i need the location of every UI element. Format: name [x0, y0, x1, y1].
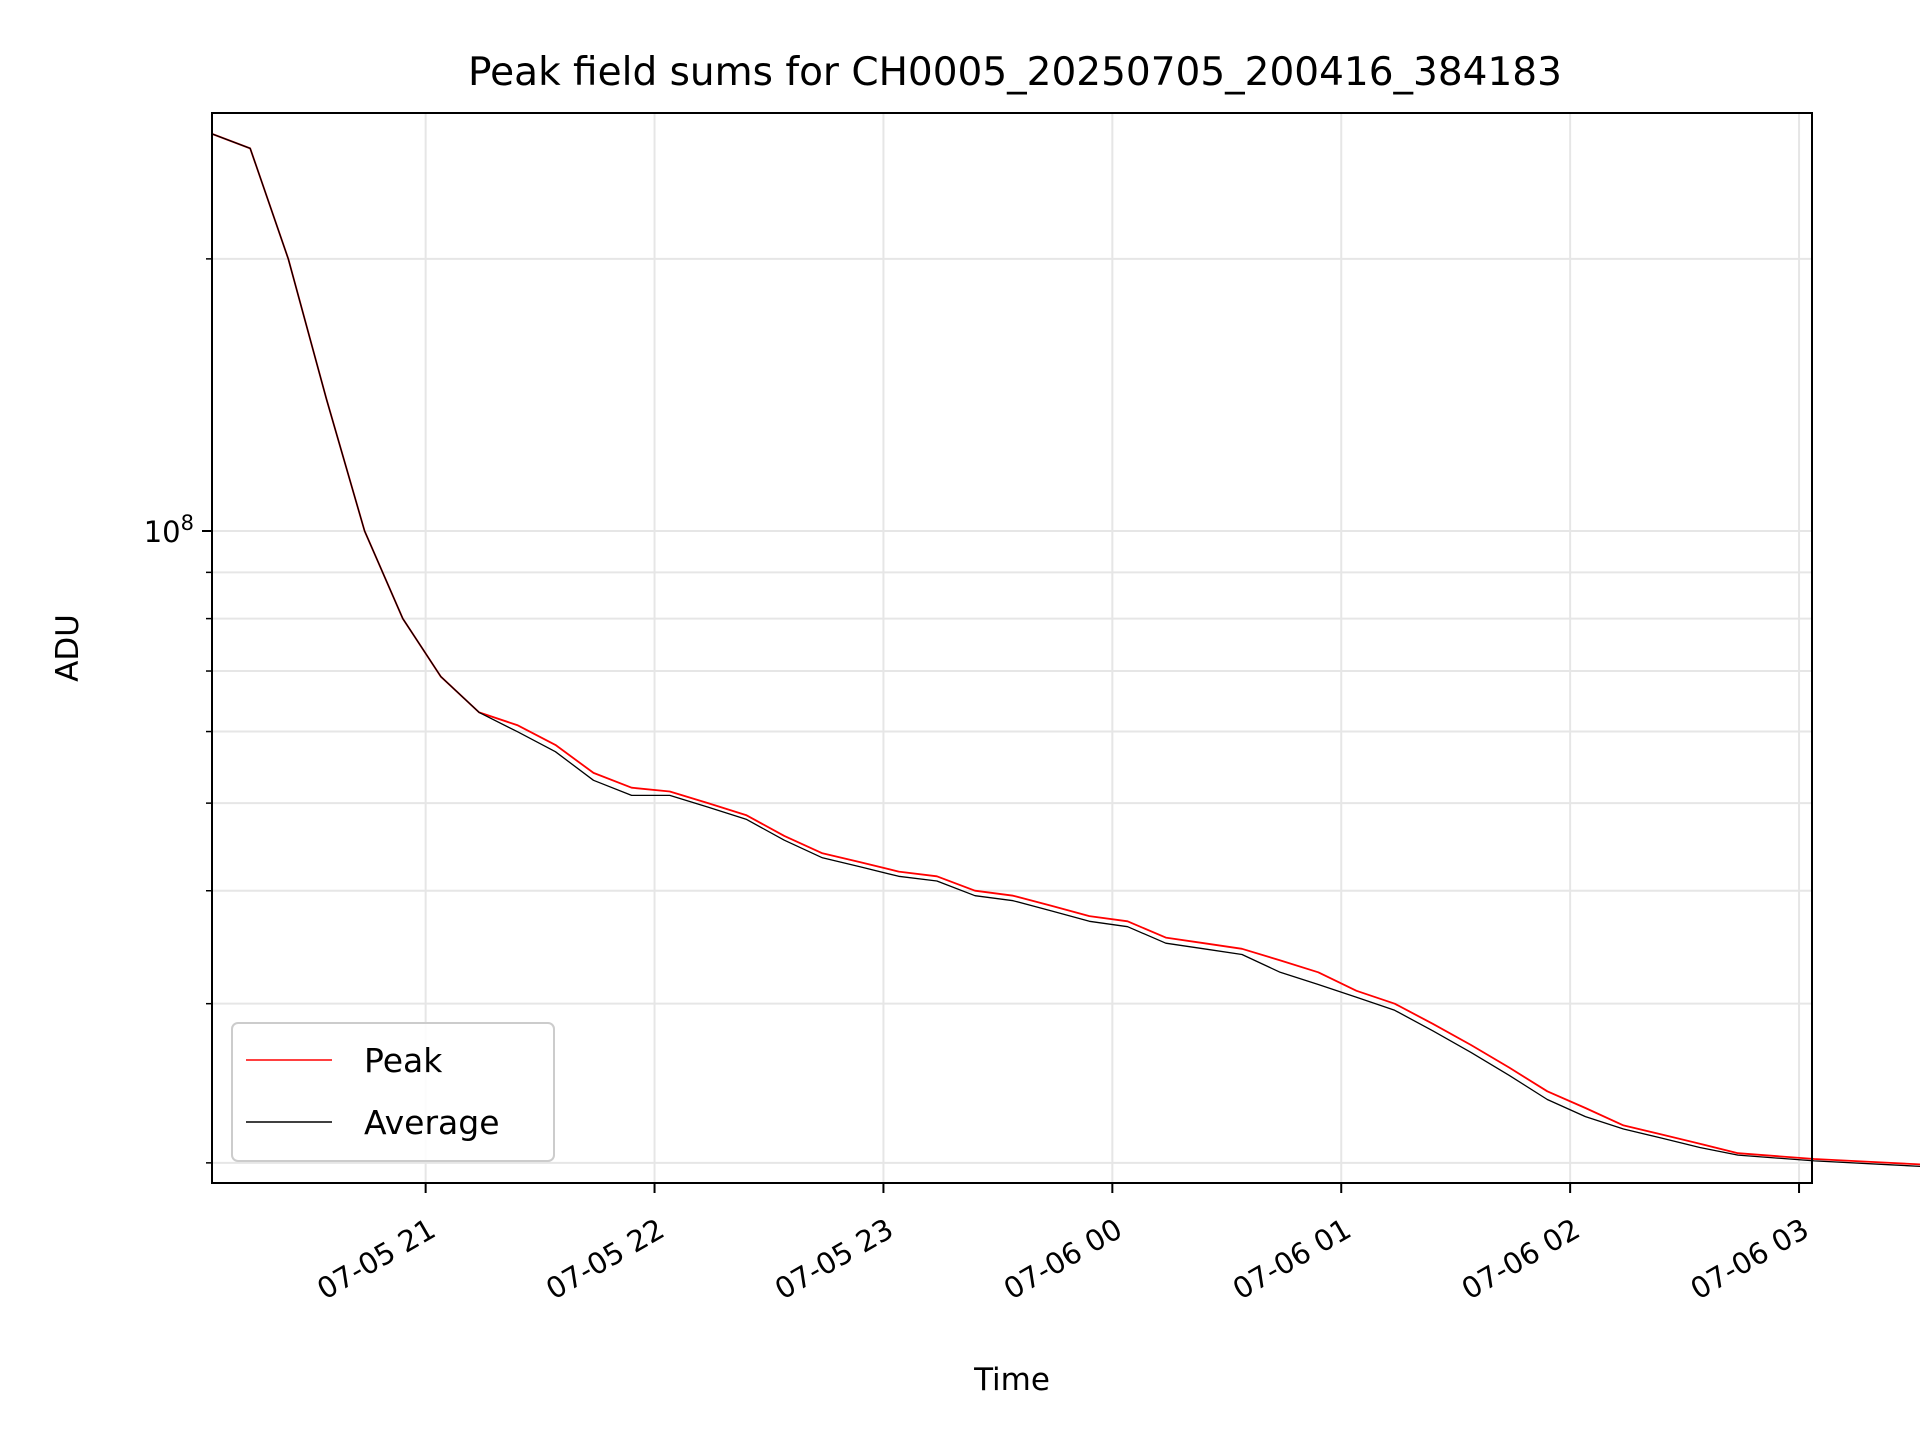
legend-label-average: Average	[364, 1103, 500, 1142]
series-line-peak	[211, 133, 1920, 1166]
chart-title: Peak field sums for CH0005_20250705_2004…	[468, 50, 1562, 95]
legend: Peak Average	[231, 1022, 555, 1162]
y-tick-label: 108	[144, 511, 194, 549]
legend-box	[231, 1022, 555, 1162]
series-line-average	[211, 133, 1920, 1167]
x-axis-label: Time	[973, 1362, 1050, 1398]
series-layer	[211, 133, 1920, 1167]
y-axis: 108	[144, 258, 212, 1164]
plot-frame	[211, 112, 1813, 1184]
legend-label-peak: Peak	[364, 1041, 443, 1080]
y-axis-label: ADU	[50, 614, 86, 682]
grid	[212, 113, 1812, 1183]
